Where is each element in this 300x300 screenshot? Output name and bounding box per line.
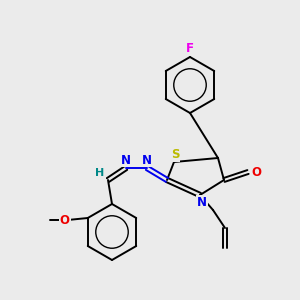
Text: N: N: [121, 154, 131, 166]
Text: S: S: [171, 148, 179, 161]
Text: F: F: [186, 43, 194, 56]
Text: O: O: [251, 166, 261, 178]
Text: H: H: [95, 168, 105, 178]
Text: O: O: [60, 214, 70, 226]
Text: N: N: [197, 196, 207, 208]
Text: N: N: [142, 154, 152, 166]
